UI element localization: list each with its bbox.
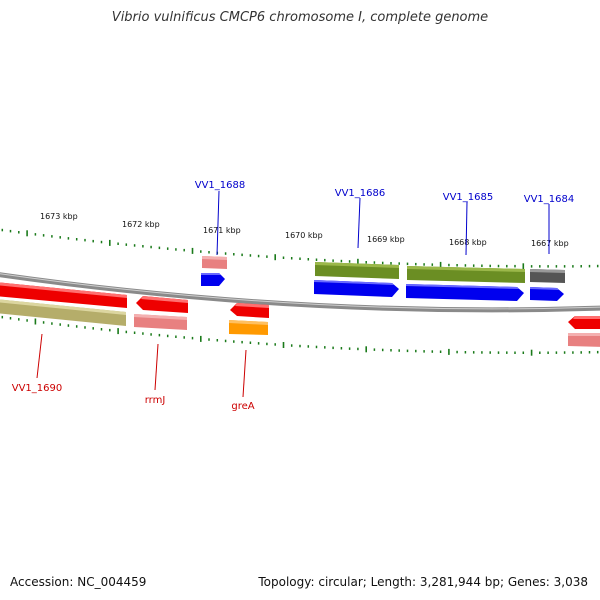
scale-ticks-lower <box>1 315 599 356</box>
cds-right-edge[interactable] <box>568 316 600 329</box>
scale-label-1667: 1667 kbp <box>531 239 569 248</box>
label-vv1-1684[interactable]: VV1_1684 <box>524 194 575 205</box>
map-title: Vibrio vulnificus CMCP6 chromosome I, co… <box>111 10 489 25</box>
cds-rrmj[interactable] <box>136 296 188 313</box>
accession-text: Accession: NC_004459 <box>10 575 147 589</box>
gene-right-edge[interactable] <box>568 333 600 347</box>
leader-rrmj <box>154 343 159 391</box>
gene-vv1-1688-rna[interactable] <box>202 256 227 269</box>
cds-vv1-1686[interactable] <box>314 280 399 297</box>
cds-grea[interactable] <box>230 303 269 318</box>
chromosome-backbone-highlight <box>0 273 600 310</box>
scale-label-1673: 1673 kbp <box>40 212 78 221</box>
label-vv1-1688[interactable]: VV1_1688 <box>195 180 246 191</box>
leader-vv1-1686 <box>357 197 361 249</box>
scale-label-1672: 1672 kbp <box>122 220 160 229</box>
label-vv1-1686[interactable]: VV1_1686 <box>335 188 386 199</box>
leader-vv1-1685 <box>465 201 468 256</box>
gene-vv1-1686[interactable] <box>315 262 399 279</box>
scale-label-1671: 1671 kbp <box>203 226 241 235</box>
leader-vv1-1690 <box>36 333 43 379</box>
cds-vv1-1688[interactable] <box>201 273 225 286</box>
gene-vv1-1690[interactable] <box>0 299 126 326</box>
leader-grea <box>242 349 247 398</box>
gene-vv1-1685[interactable] <box>407 266 525 283</box>
label-grea[interactable]: greA <box>231 401 254 412</box>
gene-grea[interactable] <box>229 320 268 335</box>
label-rrmj[interactable]: rrmJ <box>145 395 166 406</box>
scale-label-1669: 1669 kbp <box>367 235 405 244</box>
gene-vv1-1684[interactable] <box>530 269 565 283</box>
topology-text: Topology: circular; Length: 3,281,944 bp… <box>258 575 588 589</box>
cds-vv1-1684[interactable] <box>530 287 564 301</box>
scale-ticks-upper <box>1 228 599 270</box>
cds-vv1-1690[interactable] <box>0 282 127 308</box>
scale-label-1668: 1668 kbp <box>449 238 487 247</box>
chromosome-backbone <box>0 272 600 313</box>
gene-rrmj[interactable] <box>134 314 187 330</box>
label-vv1-1690[interactable]: VV1_1690 <box>12 383 63 394</box>
leader-vv1-1688 <box>216 190 220 256</box>
cds-vv1-1685[interactable] <box>406 284 524 301</box>
scale-label-1670: 1670 kbp <box>285 231 323 240</box>
label-vv1-1685[interactable]: VV1_1685 <box>443 192 494 203</box>
